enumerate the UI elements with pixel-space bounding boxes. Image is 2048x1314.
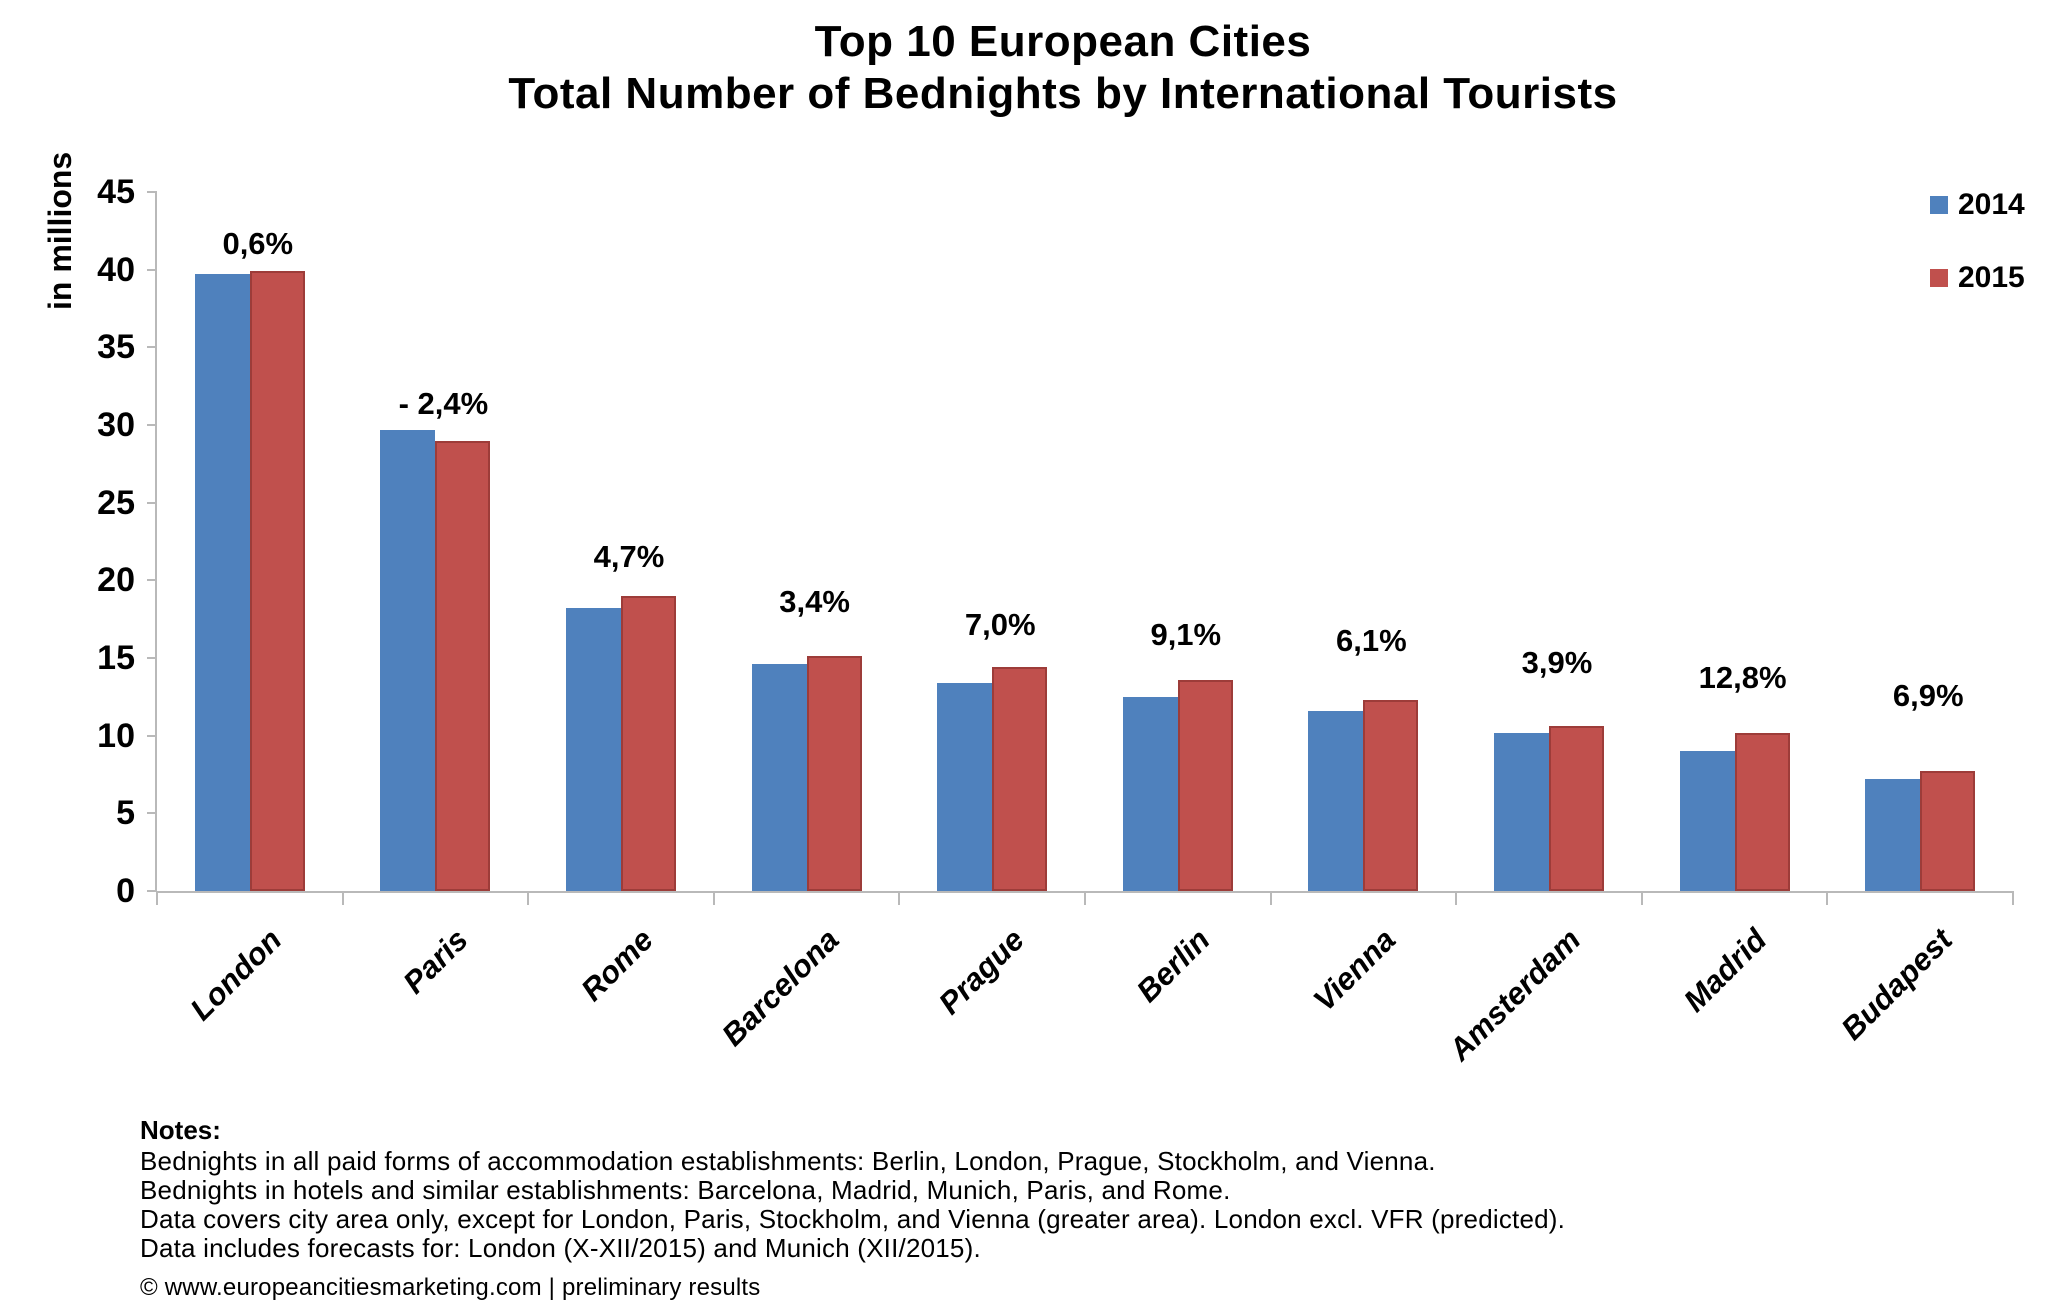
- bar-2015-budapest: [1920, 771, 1976, 891]
- change-label-prague: 7,0%: [964, 607, 1036, 642]
- bar-2014-prague: [937, 682, 993, 891]
- change-label-paris: - 2,4%: [398, 386, 489, 421]
- y-axis-tick-label: 20: [97, 561, 135, 600]
- x-axis-tick: [341, 891, 344, 905]
- change-label-vienna: 6,1%: [1336, 623, 1407, 658]
- change-label-barcelona: 3,4%: [779, 584, 850, 619]
- bar-2014-madrid: [1679, 751, 1735, 891]
- x-axis-label-budapest: Budapest: [1834, 922, 1959, 1047]
- x-axis-label-berlin: Berlin: [1129, 922, 1217, 1009]
- x-axis-label-paris: Paris: [395, 922, 475, 1001]
- bar-2015-berlin: [1177, 679, 1233, 891]
- y-axis: [155, 192, 157, 891]
- chart-title: Top 10 European Cities Total Number of B…: [0, 16, 2048, 120]
- chart-title-line-1: Top 10 European Cities: [814, 17, 1312, 66]
- bar-2015-barcelona: [806, 656, 862, 891]
- y-axis-tick-label: 45: [97, 173, 135, 211]
- legend-swatch-2014: [1930, 196, 1948, 214]
- bar-2015-madrid: [1734, 732, 1790, 891]
- y-axis-tick-label: 15: [97, 639, 135, 677]
- y-axis-tick: [147, 890, 157, 892]
- notes-heading: Notes:: [140, 1115, 221, 1145]
- change-label-rome: 4,7%: [593, 539, 665, 574]
- legend-item-2015: 2015: [1930, 261, 2025, 295]
- notes-line-4: Data includes forecasts for: London (X-X…: [140, 1233, 981, 1263]
- x-axis-tick: [156, 891, 158, 905]
- y-axis-tick-label: 30: [97, 406, 135, 444]
- change-label-london: 0,6%: [222, 226, 294, 261]
- x-axis-label-london: London: [183, 922, 289, 1028]
- y-axis-tick-label: 35: [97, 328, 135, 367]
- y-axis-tick: [147, 191, 157, 193]
- legend-label-2015: 2015: [1958, 261, 2025, 294]
- bar-2015-paris: [435, 440, 491, 891]
- y-axis-tick: [147, 501, 157, 504]
- bar-2015-rome: [621, 595, 676, 891]
- legend-item-2014: 2014: [1930, 188, 2025, 222]
- y-axis-tick-label: 5: [116, 794, 135, 833]
- y-axis-tick: [147, 268, 157, 271]
- legend-swatch-2015: [1930, 269, 1948, 287]
- x-axis-tick: [712, 891, 715, 905]
- change-label-madrid: 12,8%: [1698, 660, 1787, 695]
- x-axis-label-prague: Prague: [931, 922, 1031, 1022]
- copyright-line: © www.europeancitiesmarketing.com | prel…: [140, 1274, 761, 1301]
- y-axis-tick-label: 0: [116, 872, 135, 910]
- bar-2014-amsterdam: [1494, 732, 1549, 891]
- y-axis-tick: [147, 812, 157, 815]
- x-axis-label-barcelona: Barcelona: [714, 922, 846, 1053]
- bar-2014-vienna: [1308, 710, 1364, 891]
- x-axis-label-vienna: Vienna: [1306, 922, 1403, 1018]
- y-axis-tick-label: 25: [97, 483, 135, 522]
- x-axis-tick: [1084, 891, 1086, 905]
- x-axis-tick: [1455, 891, 1458, 905]
- y-axis-tick: [147, 734, 157, 737]
- change-label-berlin: 9,1%: [1150, 617, 1222, 652]
- bar-2014-paris: [380, 429, 436, 891]
- notes-block: Notes: Bednights in all paid forms of ac…: [140, 1116, 1565, 1263]
- y-axis-tick: [147, 657, 157, 659]
- bar-2014-london: [194, 274, 250, 891]
- notes-line-3: Data covers city area only, except for L…: [140, 1204, 1566, 1234]
- change-label-amsterdam: 3,9%: [1521, 645, 1593, 680]
- legend: 2014 2015: [1930, 188, 2025, 334]
- bar-2014-berlin: [1122, 696, 1178, 891]
- y-axis-tick: [147, 346, 157, 349]
- y-axis-tick-label: 40: [97, 250, 135, 289]
- x-axis-tick: [2012, 891, 2014, 905]
- x-axis-label-madrid: Madrid: [1676, 922, 1774, 1019]
- x-axis-label-rome: Rome: [574, 922, 660, 1008]
- bar-2014-budapest: [1865, 779, 1921, 891]
- x-axis-tick: [527, 891, 530, 905]
- notes-line-2: Bednights in hotels and similar establis…: [140, 1175, 1231, 1205]
- bar-2014-barcelona: [751, 664, 807, 891]
- y-axis-title: in millions: [42, 151, 78, 310]
- bar-2015-london: [249, 271, 305, 891]
- change-label-budapest: 6,9%: [1892, 678, 1964, 713]
- x-axis-tick: [1826, 891, 1829, 905]
- x-axis-label-amsterdam: Amsterdam: [1442, 922, 1588, 1068]
- bar-2014-rome: [566, 608, 621, 891]
- x-axis-tick: [898, 891, 901, 905]
- y-axis-tick: [147, 579, 157, 582]
- bar-2015-prague: [992, 667, 1048, 891]
- x-axis-tick: [1640, 891, 1643, 905]
- bar-2015-amsterdam: [1549, 726, 1604, 891]
- notes-line-1: Bednights in all paid forms of accommoda…: [140, 1146, 1436, 1176]
- y-axis-tick: [147, 424, 157, 426]
- y-axis-tick-label: 10: [97, 716, 135, 755]
- chart-title-line-2: Total Number of Bednights by Internation…: [508, 69, 1618, 118]
- legend-label-2014: 2014: [1958, 188, 2025, 221]
- x-axis-tick: [1269, 891, 1272, 905]
- bar-2015-vienna: [1363, 699, 1419, 891]
